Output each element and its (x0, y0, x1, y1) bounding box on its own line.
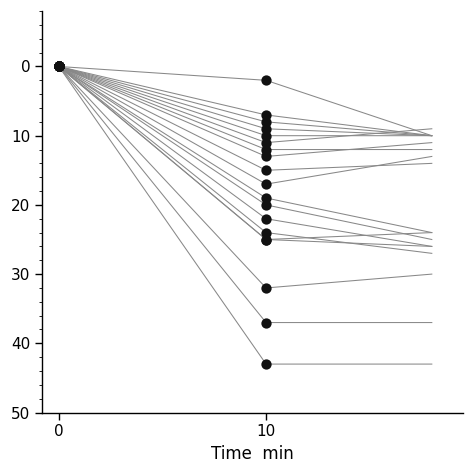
Point (262, 360, 270, 368)
Point (55, 63, 63, 70)
Point (55, 63, 63, 70)
Point (262, 166, 270, 174)
Point (262, 319, 270, 326)
Point (55, 63, 63, 70)
Point (55, 63, 63, 70)
Point (262, 125, 270, 133)
Point (55, 63, 63, 70)
X-axis label: Time  min: Time min (211, 445, 294, 463)
Point (262, 284, 270, 292)
Point (262, 215, 270, 222)
Point (262, 111, 270, 118)
Point (55, 63, 63, 70)
Point (262, 153, 270, 160)
Point (55, 63, 63, 70)
Point (262, 229, 270, 237)
Point (55, 63, 63, 70)
Point (55, 63, 63, 70)
Point (262, 132, 270, 139)
Point (55, 63, 63, 70)
Point (55, 63, 63, 70)
Point (262, 180, 270, 188)
Point (55, 63, 63, 70)
Point (55, 63, 63, 70)
Point (262, 76, 270, 84)
Point (55, 63, 63, 70)
Point (262, 236, 270, 243)
Point (55, 63, 63, 70)
Point (262, 236, 270, 243)
Point (262, 201, 270, 209)
Point (55, 63, 63, 70)
Point (262, 146, 270, 153)
Point (262, 139, 270, 146)
Point (262, 118, 270, 126)
Point (262, 194, 270, 202)
Point (55, 63, 63, 70)
Point (55, 63, 63, 70)
Point (55, 63, 63, 70)
